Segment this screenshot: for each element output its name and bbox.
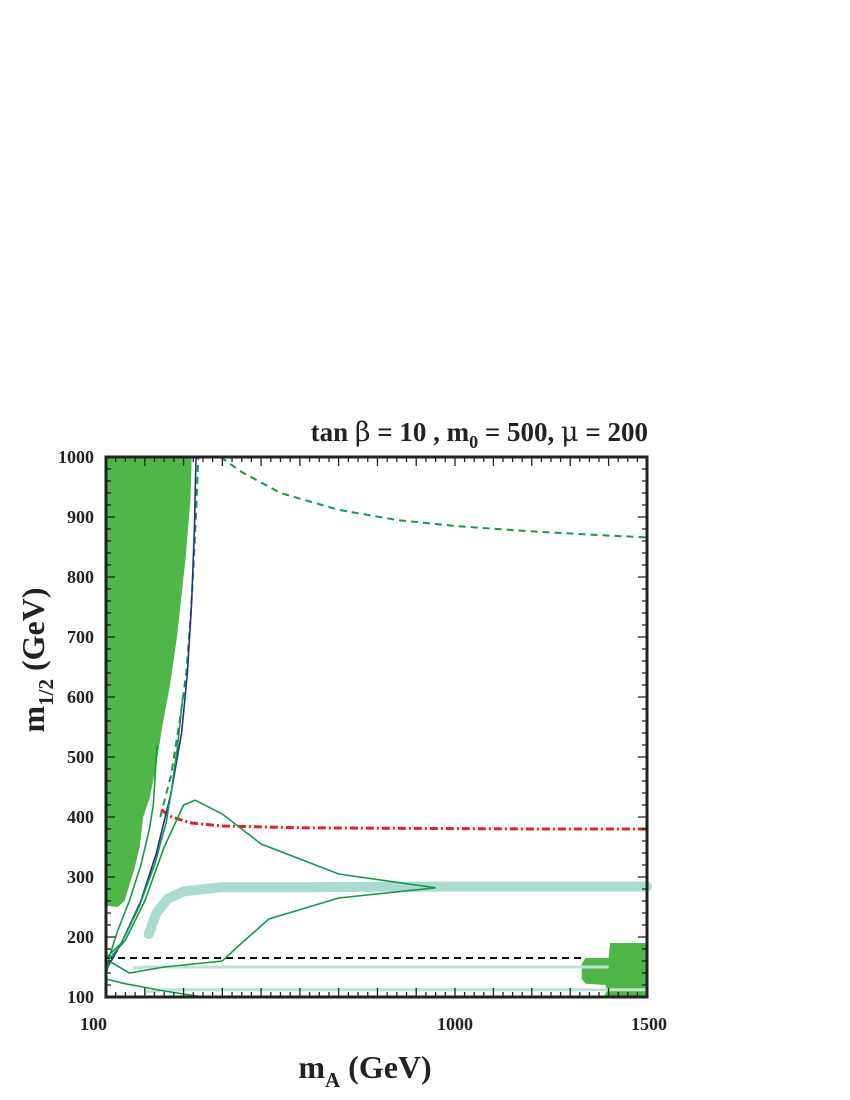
chart-title: tan β = 10 , m0 = 500, μ = 200 bbox=[311, 417, 648, 452]
y-tick-label: 900 bbox=[67, 507, 94, 527]
y-tick-label: 300 bbox=[67, 867, 94, 887]
plot-area bbox=[105, 456, 652, 998]
y-tick-label: 200 bbox=[67, 927, 94, 947]
series-relic-band-low-lower bbox=[144, 988, 647, 994]
x-tick-label: 1500 bbox=[631, 1014, 667, 1034]
x-axis-label: mA (GeV) bbox=[298, 1049, 431, 1092]
y-tick-label: 800 bbox=[67, 567, 94, 587]
series-green-dashed-upper bbox=[219, 456, 648, 539]
y-tick-label: 600 bbox=[67, 687, 94, 707]
x-tick-label: 100 bbox=[80, 1014, 107, 1034]
y-tick-label: 700 bbox=[67, 627, 94, 647]
series-green-contour-wedge-lower bbox=[108, 887, 436, 974]
series-excluded-region-left bbox=[106, 457, 192, 907]
x-tick-label: 1000 bbox=[437, 1014, 473, 1034]
title-beta: β bbox=[355, 417, 371, 448]
y-tick-label: 1000 bbox=[58, 447, 94, 467]
y-axis-label: m1/2 (GeV) bbox=[15, 587, 58, 732]
series-relic-band-main bbox=[143, 881, 652, 939]
series-relic-band-low-upper bbox=[132, 965, 609, 970]
y-tick-label: 400 bbox=[67, 807, 94, 827]
plot-frame bbox=[104, 455, 649, 999]
series-green-contour-left bbox=[105, 744, 158, 977]
series-green-contour-wedge-upper bbox=[108, 799, 436, 960]
y-tick-label: 100 bbox=[67, 987, 94, 1007]
y-tick-label: 500 bbox=[67, 747, 94, 767]
series-excluded-region-right bbox=[581, 943, 647, 997]
title-mu: μ bbox=[561, 417, 579, 448]
series-green-contour-inner bbox=[105, 696, 184, 959]
series-red-dashdot-line bbox=[160, 808, 647, 831]
